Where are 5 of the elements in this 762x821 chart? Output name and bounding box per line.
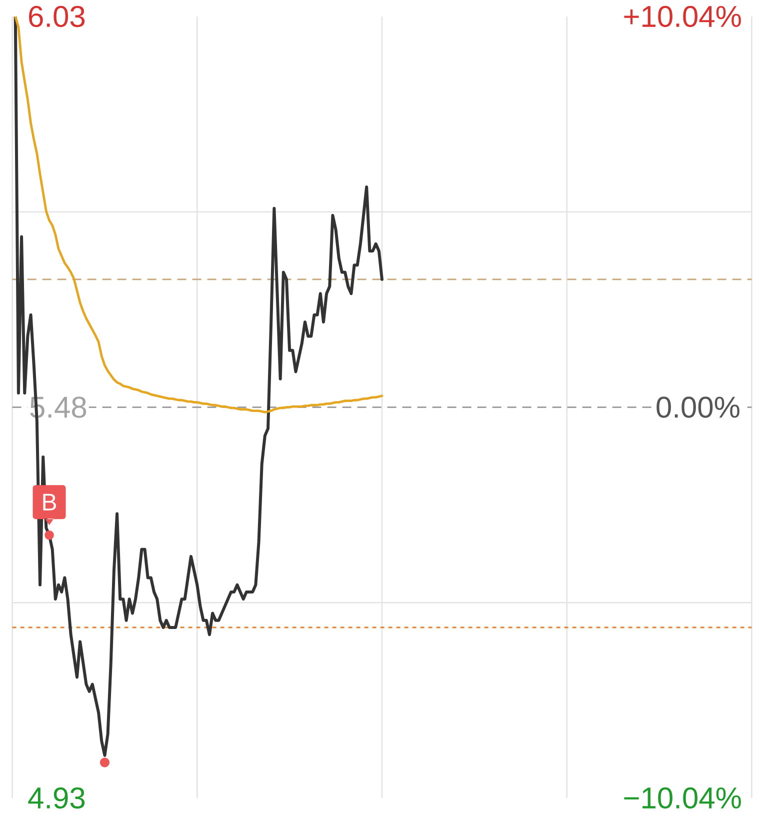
- y-tick-label: 6.03: [29, 6, 85, 28]
- y2-tick-label: 0.00%: [656, 396, 740, 418]
- y2-tick-label: −10.04%: [624, 787, 741, 809]
- y-tick-label: 4.93: [28, 787, 85, 809]
- y2-tick-label: +10.04%: [624, 6, 741, 28]
